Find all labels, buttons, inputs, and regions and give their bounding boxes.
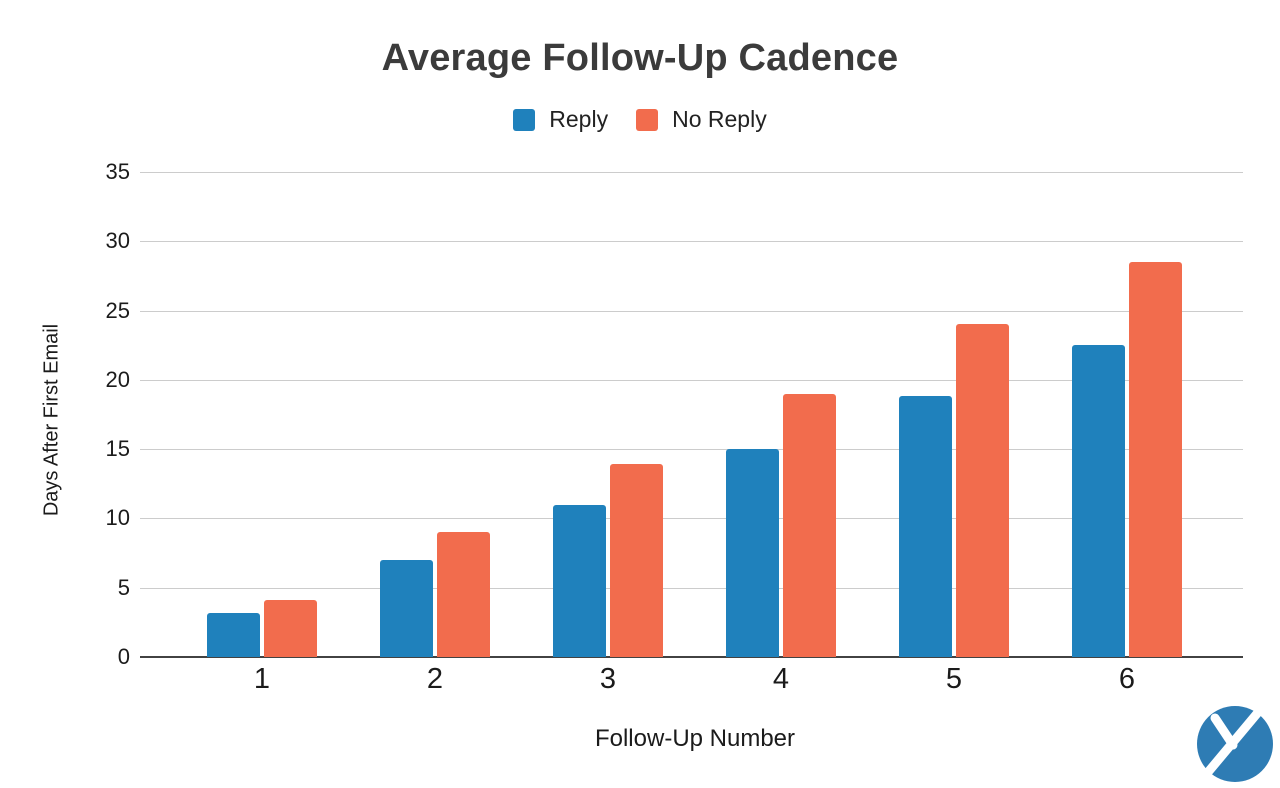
bar-reply-2 <box>380 560 433 657</box>
bar-no-reply-6 <box>1129 262 1182 657</box>
y-tick-label-10: 10 <box>105 505 130 530</box>
y-axis-title: Days After First Email <box>40 323 63 517</box>
x-axis-title: Follow-Up Number <box>594 725 796 752</box>
legend-label-reply: Reply <box>549 106 609 132</box>
y-tick-label-25: 25 <box>105 298 130 323</box>
bar-no-reply-3 <box>610 464 663 657</box>
gridline-5 <box>140 588 1243 589</box>
y-tick-label-15: 15 <box>105 436 130 461</box>
bar-no-reply-5 <box>956 324 1009 657</box>
y-tick-label-5: 5 <box>117 575 130 600</box>
x-tick-label-5: 5 <box>945 663 963 695</box>
bar-no-reply-4 <box>783 394 836 657</box>
y-tick-label-0: 0 <box>117 644 130 669</box>
bar-reply-4 <box>726 449 779 657</box>
bar-reply-5 <box>899 396 952 657</box>
gridline-35 <box>140 172 1243 173</box>
gridline-15 <box>140 449 1243 450</box>
legend-item-reply: Reply <box>513 106 608 133</box>
bar-no-reply-2 <box>437 532 490 657</box>
x-tick-label-1: 1 <box>253 663 271 695</box>
legend-swatch-icon-no-reply <box>636 108 659 131</box>
x-axis-line <box>140 656 1243 658</box>
chart-title: Average Follow-Up Cadence <box>381 37 899 79</box>
gridline-30 <box>140 241 1243 242</box>
bar-no-reply-1 <box>264 600 317 657</box>
bar-reply-3 <box>553 505 606 657</box>
gridline-10 <box>140 518 1243 519</box>
x-tick-label-2: 2 <box>426 663 444 695</box>
chart-legend: Reply No Reply <box>0 106 1280 133</box>
y-tick-label-20: 20 <box>105 367 130 392</box>
legend-item-no-reply: No Reply <box>636 106 767 133</box>
logo-y-branch <box>1210 713 1238 750</box>
gridline-25 <box>140 311 1243 312</box>
yesware-logo-icon <box>1197 705 1273 782</box>
y-tick-label-30: 30 <box>105 228 130 253</box>
x-tick-label-6: 6 <box>1118 663 1136 695</box>
y-tick-label-35: 35 <box>105 159 130 184</box>
legend-swatch-icon-reply <box>513 108 536 131</box>
legend-label-no-reply: No Reply <box>672 106 767 132</box>
x-tick-label-4: 4 <box>772 663 790 695</box>
bar-reply-1 <box>207 613 260 657</box>
x-tick-label-3: 3 <box>599 663 617 695</box>
bar-reply-6 <box>1072 345 1125 657</box>
gridline-20 <box>140 380 1243 381</box>
